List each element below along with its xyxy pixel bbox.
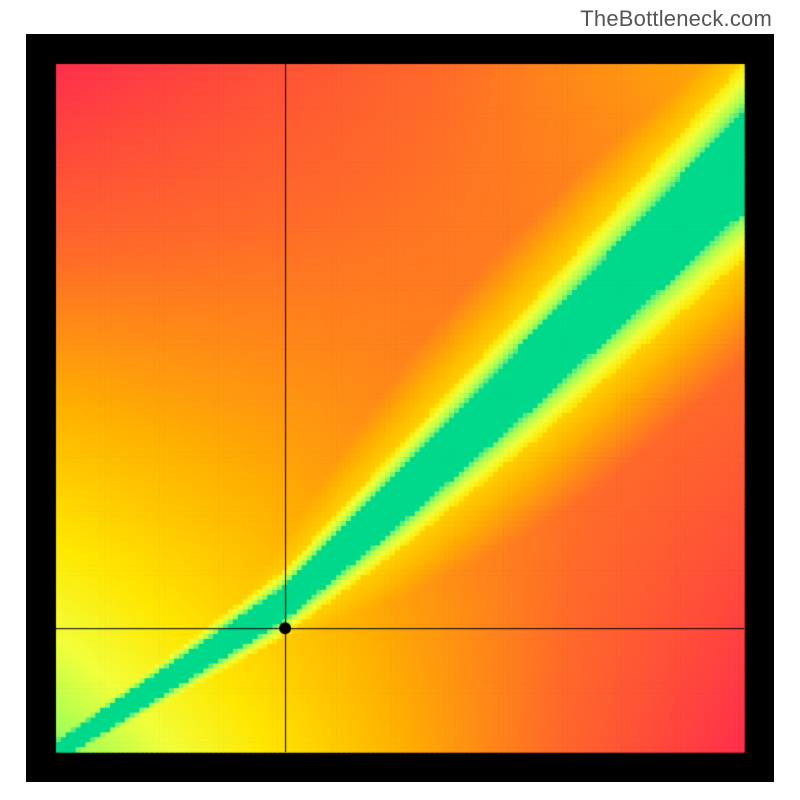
bottleneck-heatmap [26,34,774,782]
attribution-text: TheBottleneck.com [580,6,772,32]
chart-frame [26,34,774,782]
